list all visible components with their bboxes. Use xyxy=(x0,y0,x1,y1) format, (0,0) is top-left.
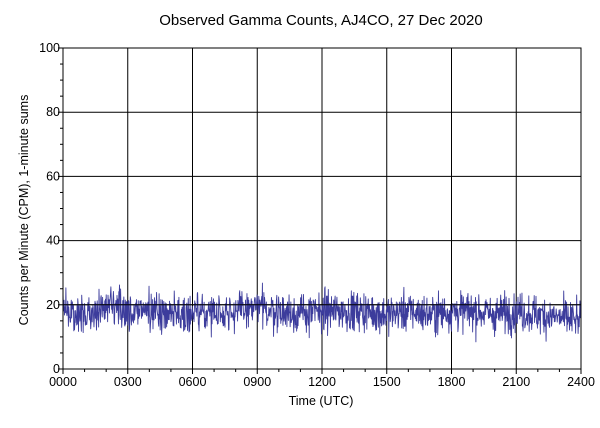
series-area xyxy=(62,282,582,343)
y-tick-label: 60 xyxy=(46,169,60,183)
y-tick-label: 80 xyxy=(46,105,60,119)
y-tick-label: 100 xyxy=(39,41,60,55)
series-line xyxy=(62,282,582,343)
y-tick-label: 40 xyxy=(46,234,60,248)
x-tick-label: 2100 xyxy=(502,375,530,389)
x-tick-labels: 0000 0300 0600 0900 1200 1500 1800 2100 2400 xyxy=(49,375,595,389)
x-tick-label: 1500 xyxy=(373,375,401,389)
x-tick-label: 1800 xyxy=(438,375,466,389)
x-axis-label: Time (UTC) xyxy=(289,394,354,408)
x-tick-label: 0300 xyxy=(114,375,142,389)
y-tick-label: 0 xyxy=(53,362,60,376)
x-tick-label: 1200 xyxy=(308,375,336,389)
x-tick-label: 0000 xyxy=(49,375,77,389)
x-tick-label: 0600 xyxy=(179,375,207,389)
y-tick-labels: 0 20 40 60 80 100 xyxy=(39,41,60,376)
chart-title: Observed Gamma Counts, AJ4CO, 27 Dec 202… xyxy=(159,12,483,29)
x-tick-label: 0900 xyxy=(243,375,271,389)
ticks xyxy=(58,47,582,374)
grid xyxy=(63,48,581,369)
x-tick-label: 2400 xyxy=(567,375,595,389)
y-tick-label: 20 xyxy=(46,298,60,312)
y-axis-label: Counts per Minute (CPM), 1-minute sums xyxy=(17,95,31,326)
